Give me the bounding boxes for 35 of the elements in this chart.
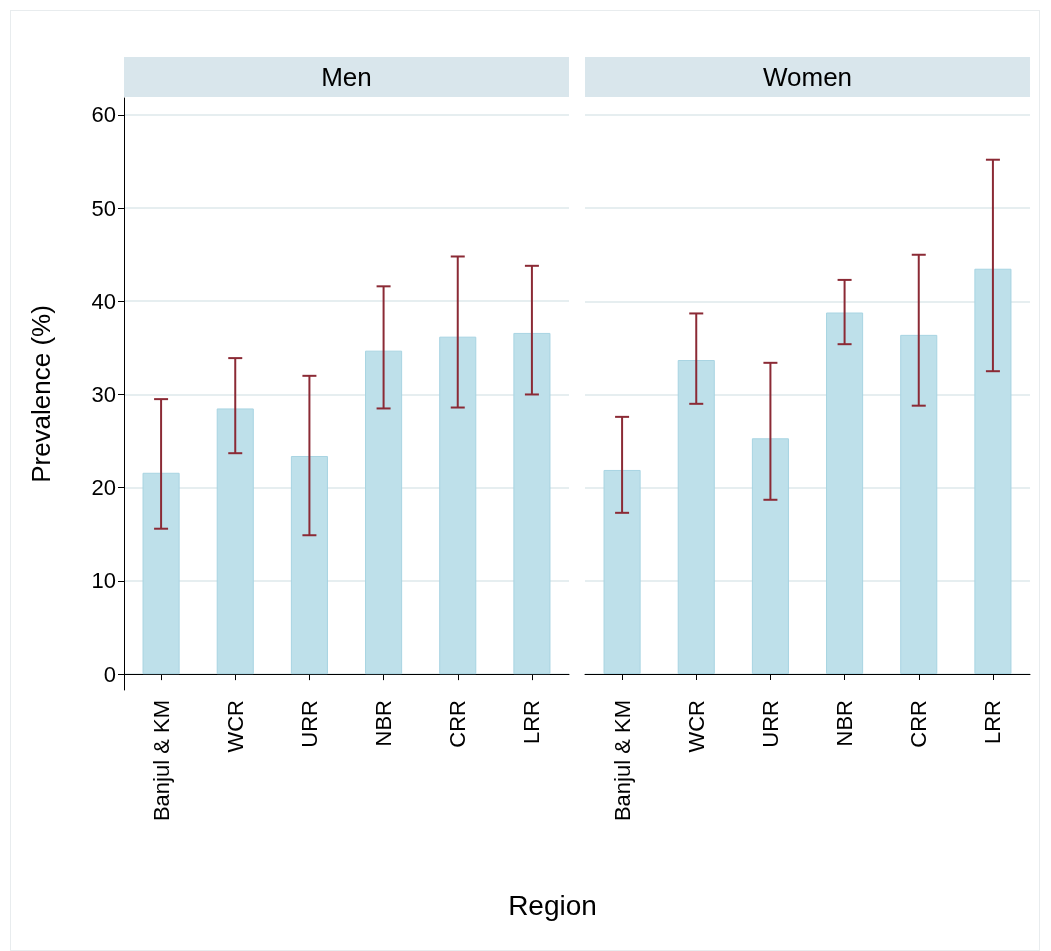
x-tick-label: URR (296, 700, 322, 748)
y-tick-label: 40 (91, 288, 116, 314)
x-tick-label: WCR (683, 700, 709, 753)
y-tick-label: 20 (91, 475, 116, 501)
y-tick-label: 50 (91, 195, 116, 221)
y-tick-label: 10 (91, 568, 116, 594)
bar (513, 332, 551, 675)
x-tick-label: CRR (906, 700, 932, 748)
bar (142, 472, 180, 675)
bar (290, 456, 328, 675)
x-tick-label: LRR (980, 700, 1006, 745)
bar (603, 469, 641, 674)
x-axis-title: Region (507, 890, 598, 922)
chart-title: Men (124, 57, 569, 97)
y-tick-label: 30 (91, 381, 116, 407)
bar (900, 334, 938, 674)
y-tick-label: 60 (91, 102, 116, 128)
y-tick-label: 0 (103, 661, 116, 687)
x-tick-label: LRR (519, 700, 545, 745)
x-tick-label: URR (757, 700, 783, 748)
bar (365, 350, 403, 675)
x-tick-label: CRR (445, 700, 471, 748)
bar (974, 268, 1012, 674)
chart-title: Women (585, 57, 1030, 97)
bar (677, 360, 715, 674)
x-tick-label: NBR (371, 700, 397, 747)
x-tick-label: Banjul & KM (609, 700, 635, 822)
bar (751, 438, 789, 674)
y-axis-title: Prevalence (%) (26, 305, 56, 483)
bar (216, 408, 254, 675)
x-tick-label: NBR (832, 700, 858, 747)
bar (826, 312, 864, 674)
x-tick-label: WCR (222, 700, 248, 753)
bar (439, 336, 477, 675)
x-tick-label: Banjul & KM (148, 700, 174, 822)
